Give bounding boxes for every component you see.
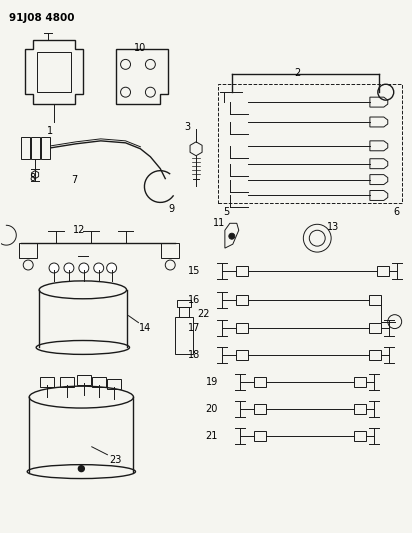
Text: 91J08 4800: 91J08 4800 — [9, 13, 75, 23]
Bar — [162, 243, 179, 258]
Text: 3: 3 — [184, 122, 190, 132]
Bar — [40, 377, 54, 387]
Bar — [236, 266, 248, 276]
Text: 16: 16 — [188, 295, 200, 305]
Text: 2: 2 — [295, 68, 301, 78]
Circle shape — [64, 263, 74, 273]
Bar — [107, 379, 121, 389]
Circle shape — [107, 263, 117, 273]
Bar — [377, 266, 389, 276]
Text: 9: 9 — [168, 205, 174, 214]
Text: 11: 11 — [213, 219, 225, 228]
Circle shape — [94, 263, 104, 273]
Text: 17: 17 — [187, 322, 200, 333]
Bar — [19, 243, 37, 258]
Bar — [369, 322, 381, 333]
Bar — [60, 377, 74, 387]
Circle shape — [229, 233, 235, 239]
Text: 5: 5 — [223, 207, 229, 217]
Text: 15: 15 — [187, 266, 200, 276]
Text: 1: 1 — [47, 126, 53, 136]
Bar — [41, 137, 50, 159]
Text: 7: 7 — [71, 175, 77, 184]
Bar — [77, 375, 91, 385]
Text: 22: 22 — [197, 309, 210, 319]
Bar — [354, 431, 366, 441]
Bar — [21, 137, 30, 159]
Bar — [354, 404, 366, 414]
Bar — [369, 295, 381, 305]
Circle shape — [79, 263, 89, 273]
Bar — [92, 377, 106, 387]
Bar — [177, 300, 191, 306]
Bar — [236, 295, 248, 305]
Bar — [218, 84, 402, 204]
Bar — [236, 322, 248, 333]
Bar — [31, 137, 40, 159]
Text: 8: 8 — [29, 173, 35, 183]
Text: 6: 6 — [394, 207, 400, 217]
Text: 12: 12 — [73, 225, 85, 235]
Text: 10: 10 — [133, 43, 146, 53]
Text: 23: 23 — [110, 455, 122, 465]
Bar — [354, 377, 366, 387]
Bar — [254, 377, 266, 387]
Text: 13: 13 — [327, 222, 339, 232]
Circle shape — [49, 263, 59, 273]
Bar — [236, 350, 248, 360]
Circle shape — [78, 466, 84, 472]
Text: 19: 19 — [206, 377, 218, 387]
Text: 14: 14 — [139, 322, 152, 333]
Bar — [254, 404, 266, 414]
Bar — [369, 350, 381, 360]
Bar — [254, 431, 266, 441]
Text: 21: 21 — [206, 431, 218, 441]
Bar — [179, 306, 189, 317]
Text: 20: 20 — [206, 404, 218, 414]
Bar — [175, 317, 193, 354]
Text: 18: 18 — [188, 350, 200, 360]
